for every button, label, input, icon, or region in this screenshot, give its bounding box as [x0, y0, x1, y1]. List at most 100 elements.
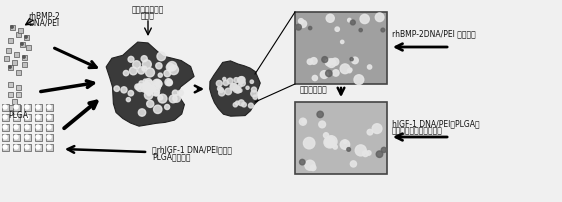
Circle shape	[325, 136, 337, 147]
Circle shape	[312, 75, 318, 81]
Text: 程材料: 程材料	[141, 11, 155, 20]
Circle shape	[135, 84, 140, 90]
Circle shape	[340, 64, 350, 74]
Circle shape	[156, 63, 162, 69]
Circle shape	[3, 145, 7, 149]
Circle shape	[235, 101, 239, 105]
Text: DNA/PEI: DNA/PEI	[28, 18, 59, 27]
Circle shape	[310, 58, 317, 64]
Circle shape	[362, 151, 368, 157]
Circle shape	[140, 83, 149, 92]
Text: 材料逐渐降解: 材料逐渐降解	[300, 85, 328, 95]
Bar	[12, 103, 20, 110]
Circle shape	[310, 165, 316, 170]
Bar	[21, 55, 26, 60]
Bar	[24, 123, 30, 130]
Circle shape	[152, 88, 160, 96]
Bar	[2, 143, 8, 150]
Circle shape	[155, 80, 159, 85]
Polygon shape	[106, 42, 194, 126]
Circle shape	[14, 115, 18, 119]
Circle shape	[359, 28, 362, 32]
Circle shape	[145, 79, 152, 85]
Circle shape	[372, 124, 382, 134]
Circle shape	[322, 57, 328, 62]
Bar	[24, 103, 30, 110]
Circle shape	[143, 79, 147, 83]
Bar	[46, 114, 52, 121]
Circle shape	[158, 95, 163, 100]
Circle shape	[25, 135, 29, 139]
Circle shape	[325, 59, 332, 66]
Circle shape	[165, 79, 172, 86]
Circle shape	[21, 43, 23, 45]
Circle shape	[36, 125, 40, 129]
Text: PLGA: PLGA	[8, 111, 28, 120]
Bar	[34, 103, 42, 110]
Bar	[25, 44, 30, 49]
Bar	[2, 134, 8, 141]
Bar	[6, 47, 11, 53]
Circle shape	[36, 105, 40, 109]
Circle shape	[25, 125, 29, 129]
Bar	[12, 114, 20, 121]
Circle shape	[335, 27, 339, 31]
Circle shape	[166, 63, 174, 71]
Circle shape	[332, 58, 339, 65]
Circle shape	[138, 67, 145, 74]
Circle shape	[230, 84, 237, 90]
Circle shape	[348, 68, 352, 72]
Bar	[295, 12, 387, 84]
Circle shape	[158, 73, 162, 77]
Circle shape	[14, 105, 18, 109]
Circle shape	[169, 95, 177, 103]
Circle shape	[36, 135, 40, 139]
Circle shape	[144, 82, 150, 88]
Circle shape	[251, 87, 256, 92]
Bar	[24, 35, 29, 40]
Circle shape	[156, 81, 162, 87]
Circle shape	[236, 87, 241, 91]
Circle shape	[3, 125, 7, 129]
Circle shape	[223, 80, 229, 86]
Circle shape	[343, 140, 347, 143]
Circle shape	[307, 59, 313, 64]
Bar	[7, 92, 12, 97]
Circle shape	[145, 84, 149, 89]
Bar	[16, 32, 20, 37]
Bar	[21, 61, 26, 66]
Bar	[2, 123, 8, 130]
Circle shape	[238, 89, 242, 92]
Circle shape	[219, 88, 224, 93]
Circle shape	[123, 70, 129, 76]
Circle shape	[14, 135, 18, 139]
Circle shape	[340, 140, 350, 149]
Circle shape	[246, 86, 249, 89]
Bar	[7, 81, 12, 86]
Bar	[34, 123, 42, 130]
Text: hIGF-1 DNA/PEI和PLGA缓: hIGF-1 DNA/PEI和PLGA缓	[392, 120, 479, 128]
Circle shape	[167, 62, 176, 71]
Circle shape	[296, 24, 301, 30]
Circle shape	[144, 80, 154, 90]
Circle shape	[326, 14, 334, 22]
Circle shape	[333, 145, 337, 149]
Bar	[34, 134, 42, 141]
Circle shape	[152, 84, 160, 92]
Bar	[46, 103, 52, 110]
Circle shape	[352, 57, 359, 64]
Circle shape	[47, 135, 51, 139]
Circle shape	[225, 88, 232, 95]
Bar	[7, 104, 12, 109]
Circle shape	[14, 125, 18, 129]
Circle shape	[350, 58, 353, 61]
Circle shape	[138, 109, 146, 116]
Circle shape	[355, 145, 366, 156]
Bar	[11, 60, 16, 64]
Bar	[46, 123, 52, 130]
Circle shape	[137, 84, 144, 92]
Circle shape	[3, 135, 7, 139]
Circle shape	[173, 90, 178, 96]
Circle shape	[25, 145, 29, 149]
Bar	[46, 143, 52, 150]
